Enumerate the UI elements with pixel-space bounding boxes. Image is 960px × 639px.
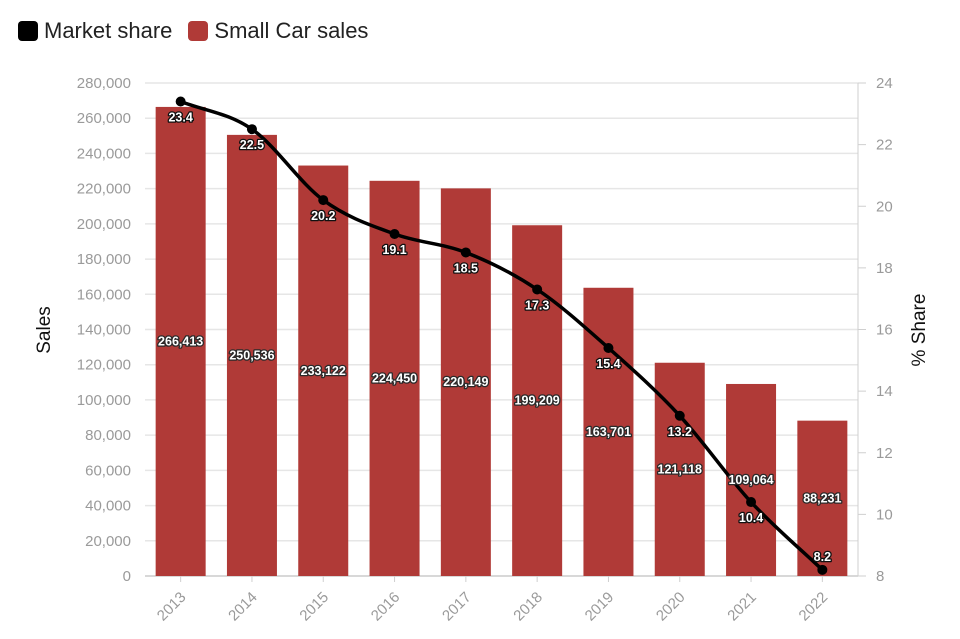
y-tick-label-left: 40,000: [85, 498, 131, 515]
point-2018: [532, 284, 543, 295]
y-tick-label-right: 8: [876, 568, 884, 585]
y-tick-label-right: 16: [876, 322, 893, 339]
bar-value-label: 250,536: [229, 348, 274, 362]
bar-value-label: 199,209: [515, 394, 560, 408]
y-axis-right: 8 10 12 14 16 18 20 22 24: [857, 75, 893, 585]
y-tick-label-right: 20: [876, 198, 893, 215]
x-tick-label: 2022: [796, 589, 832, 625]
point-2022: [817, 564, 828, 575]
point-2020: [674, 410, 685, 421]
point-2017: [460, 247, 471, 258]
point-2014: [246, 124, 257, 135]
bar-value-label: 233,122: [301, 364, 346, 378]
y-tick-label-left: 220,000: [77, 181, 131, 198]
y-tick-label-right: 18: [876, 260, 893, 277]
line-value-label: 15.4: [596, 357, 620, 371]
line-value-label: 13.2: [668, 425, 692, 439]
bar-2019: [583, 287, 634, 576]
bar-2013: [155, 106, 206, 577]
x-tick-label: 2015: [296, 589, 332, 625]
bar-value-label: 266,413: [158, 334, 203, 348]
y-tick-label-right: 14: [876, 383, 893, 400]
x-axis: 2013 2014 2015 2016 2017 2018 2019 2020 2021 2022: [154, 576, 831, 624]
y-axis-left-title: Sales: [34, 306, 55, 354]
y-axis-left: 0 20,000 40,000 60,000 80,000 100,000 120,000 1…: [77, 75, 131, 585]
market-share-line: [180, 99, 824, 572]
x-tick-label: 2013: [154, 589, 190, 625]
line-value-label: 17.3: [525, 298, 549, 312]
legend-swatch-market-share: [18, 21, 38, 41]
point-2015: [318, 195, 329, 206]
legend-swatch-small-car-sales: [188, 21, 209, 41]
y-tick-label-left: 240,000: [77, 145, 131, 162]
x-tick-label: 2019: [582, 589, 618, 625]
line-value-label: 10.4: [739, 511, 763, 525]
y-tick-label-left: 280,000: [77, 75, 131, 92]
y-tick-label-left: 180,000: [77, 251, 131, 268]
line-value-label: 22.5: [240, 138, 264, 152]
line-series: [175, 96, 828, 575]
x-tick-label: 2018: [510, 589, 546, 625]
legend-label-small-car-sales: Small Car sales: [214, 18, 369, 43]
bar-2016: [369, 180, 420, 576]
line-value-label: 8.2: [814, 550, 831, 564]
line-value-label: 19.1: [382, 243, 406, 257]
x-tick-label: 2014: [225, 589, 261, 625]
bar-value-label: 224,450: [372, 371, 417, 385]
x-tick-label: 2016: [368, 589, 404, 625]
chart-legend: Market share Small Car sales: [18, 18, 368, 44]
y-tick-label-left: 260,000: [77, 110, 131, 127]
y-tick-label-left: 140,000: [77, 322, 131, 339]
legend-label-market-share: Market share: [44, 18, 173, 43]
bar-value-label: 121,118: [658, 462, 703, 476]
y-tick-label-left: 80,000: [85, 427, 131, 444]
y-axis-right-title: % Share: [909, 294, 930, 367]
legend-item-market-share[interactable]: Market share: [18, 18, 172, 44]
bar-2018: [512, 225, 563, 576]
y-tick-label-right: 12: [876, 445, 893, 462]
bar-value-label: 220,149: [443, 375, 488, 389]
y-tick-label-left: 160,000: [77, 286, 131, 303]
bar-series: [155, 106, 848, 577]
point-2016: [389, 228, 400, 239]
bar-value-label: 163,701: [586, 425, 631, 439]
y-tick-label-right: 22: [876, 137, 893, 154]
line-value-label: 18.5: [454, 261, 478, 275]
x-tick-label: 2017: [439, 589, 475, 625]
line-value-label: 20.2: [311, 209, 335, 223]
bar-2022: [797, 420, 848, 576]
point-2019: [603, 342, 614, 353]
legend-item-small-car-sales[interactable]: Small Car sales: [188, 18, 368, 44]
bar-2014: [226, 134, 277, 576]
y-tick-label-left: 200,000: [77, 216, 131, 233]
y-tick-label-left: 0: [123, 568, 131, 585]
bar-value-label: 109,064: [728, 473, 773, 487]
data-labels: 266,413 250,536 233,122 224,450 220,149 199,2…: [157, 109, 843, 565]
y-tick-label-right: 24: [876, 75, 893, 92]
bar-2015: [298, 165, 349, 576]
point-2013: [175, 96, 186, 107]
bar-value-label: 88,231: [803, 491, 841, 505]
x-tick-label: 2021: [724, 589, 760, 625]
y-tick-label-right: 10: [876, 506, 893, 523]
y-tick-label-left: 120,000: [77, 357, 131, 374]
x-tick-label: 2020: [653, 589, 689, 625]
line-value-label: 23.4: [168, 110, 192, 124]
y-tick-label-left: 60,000: [85, 462, 131, 479]
y-tick-label-left: 20,000: [85, 533, 131, 550]
point-2021: [746, 497, 757, 508]
y-tick-label-left: 100,000: [77, 392, 131, 409]
